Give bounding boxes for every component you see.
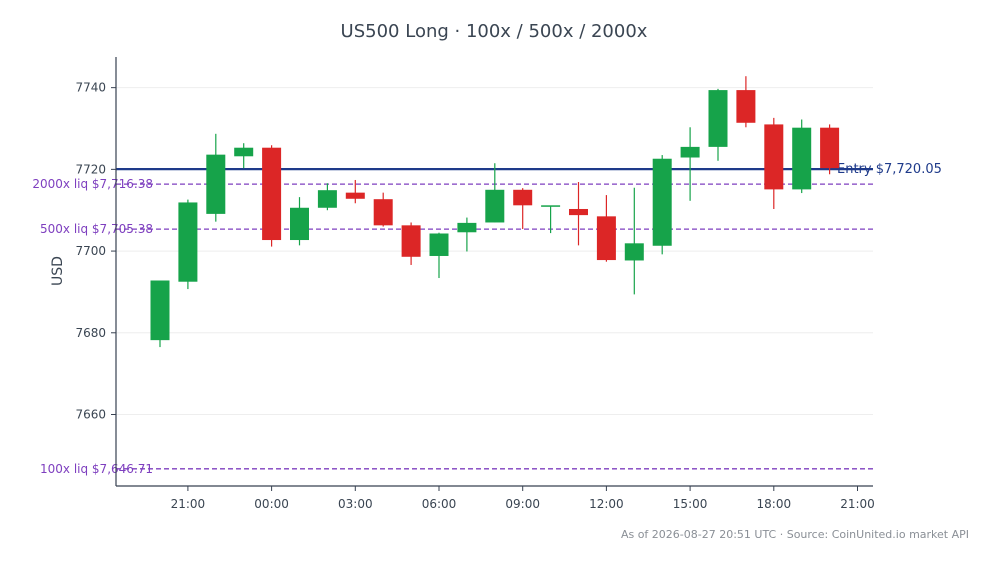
x-tick-label: 21:00 [171, 497, 206, 511]
y-axis-label: USD [50, 256, 66, 286]
footer-source: As of 2026-08-27 20:51 UTC · Source: Coi… [621, 528, 969, 541]
candle-body-down [736, 90, 756, 123]
liquidation-label: 500x liq $7,705.38 [40, 222, 153, 236]
candle-body-down [513, 189, 533, 206]
candle-body-down [764, 124, 784, 190]
entry-label: Entry $7,720.05 [837, 162, 942, 177]
candle-body-up [178, 202, 198, 282]
candle-body-down [596, 216, 616, 261]
x-tick-label: 18:00 [757, 497, 792, 511]
candle-body-up [150, 280, 170, 341]
candle-body-up [485, 189, 505, 223]
candle-body-up [680, 146, 700, 158]
y-tick-label: 7660 [75, 408, 106, 422]
chart-title: US500 Long · 100x / 500x / 2000x [341, 21, 648, 42]
candle-body-down [262, 147, 282, 241]
x-tick-label: 21:00 [840, 497, 875, 511]
candle-body-up [652, 158, 672, 246]
candle-body-down [820, 127, 840, 169]
candle-body-up [429, 233, 449, 256]
candle-body-up [234, 147, 254, 157]
y-tick-label: 7700 [75, 244, 106, 258]
x-ticks: 21:00 00:00 03:00 06:00 09:00 12:00 15:00 18:00… [171, 486, 875, 511]
axes [115, 57, 873, 487]
candle-body-up [290, 207, 309, 241]
candle-body-up [206, 154, 226, 214]
y-ticks: 7660 7680 7700 7720 7740 [75, 81, 116, 422]
y-tick-label: 7720 [75, 162, 106, 176]
x-tick-label: 12:00 [589, 497, 624, 511]
candle-body-up [624, 243, 644, 261]
candle-body-up [457, 222, 477, 233]
x-tick-label: 06:00 [422, 497, 457, 511]
entry-line-group: Entry $7,720.05 [116, 162, 942, 177]
liquidation-label: 100x liq $7,646.71 [40, 462, 153, 476]
candle-body-up [708, 90, 728, 147]
candle-body-down [401, 225, 421, 257]
x-tick-label: 03:00 [338, 497, 373, 511]
candle-body-down [569, 208, 588, 216]
candle-body-up [541, 205, 561, 207]
candle-body-down [373, 199, 393, 226]
y-tick-label: 7740 [75, 81, 106, 95]
grid-lines [116, 87, 873, 415]
x-tick-label: 00:00 [254, 497, 289, 511]
x-tick-label: 09:00 [505, 497, 540, 511]
candle-body-down [345, 192, 365, 199]
x-tick-label: 15:00 [673, 497, 708, 511]
liquidation-label: 2000x liq $7,716.38 [32, 177, 153, 191]
candles [150, 76, 840, 348]
candle-body-up [792, 127, 812, 190]
y-tick-label: 7680 [75, 326, 106, 340]
candle-body-up [317, 190, 337, 208]
